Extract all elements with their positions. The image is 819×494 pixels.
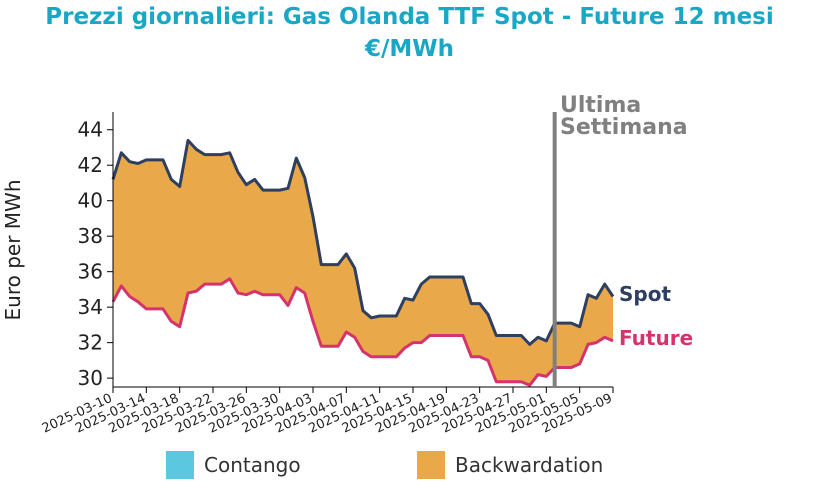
y-tick-label: 40	[78, 189, 103, 213]
future-label: Future	[619, 326, 693, 350]
y-tick-label: 32	[78, 331, 103, 355]
spread-fill	[113, 140, 613, 386]
legend-contango: Contango	[166, 450, 301, 480]
y-axis-label: Euro per MWh	[1, 180, 25, 321]
legend-backwardation-label: Backwardation	[455, 453, 604, 477]
legend-backwardation: Backwardation	[417, 450, 603, 480]
annotation-line1: Ultima	[560, 93, 641, 118]
y-tick-label: 30	[78, 366, 103, 390]
chart-subtitle-unit: €/MWh	[364, 36, 455, 62]
y-tick-label: 44	[78, 118, 103, 142]
backwardation-area	[113, 140, 613, 386]
spot-label: Spot	[619, 282, 671, 306]
y-ticks: 30 32 34 36 38 40 42 44	[78, 118, 113, 390]
y-tick-label: 42	[78, 153, 103, 177]
axes	[112, 112, 613, 388]
spot-line	[111, 138, 615, 346]
contango-swatch	[166, 451, 194, 479]
y-tick-label: 36	[78, 260, 103, 284]
x-ticks: 2025-03-102025-03-142025-03-182025-03-22…	[40, 387, 615, 437]
series-lines	[111, 138, 615, 387]
backwardation-swatch	[417, 451, 445, 479]
chart-title: Prezzi giornalieri: Gas Olanda TTF Spot …	[45, 4, 774, 30]
y-tick-label: 34	[78, 295, 103, 319]
y-tick-label: 38	[78, 224, 103, 248]
future-line	[111, 277, 614, 387]
annotation-line2: Settimana	[560, 115, 688, 140]
legend-contango-label: Contango	[204, 453, 301, 477]
